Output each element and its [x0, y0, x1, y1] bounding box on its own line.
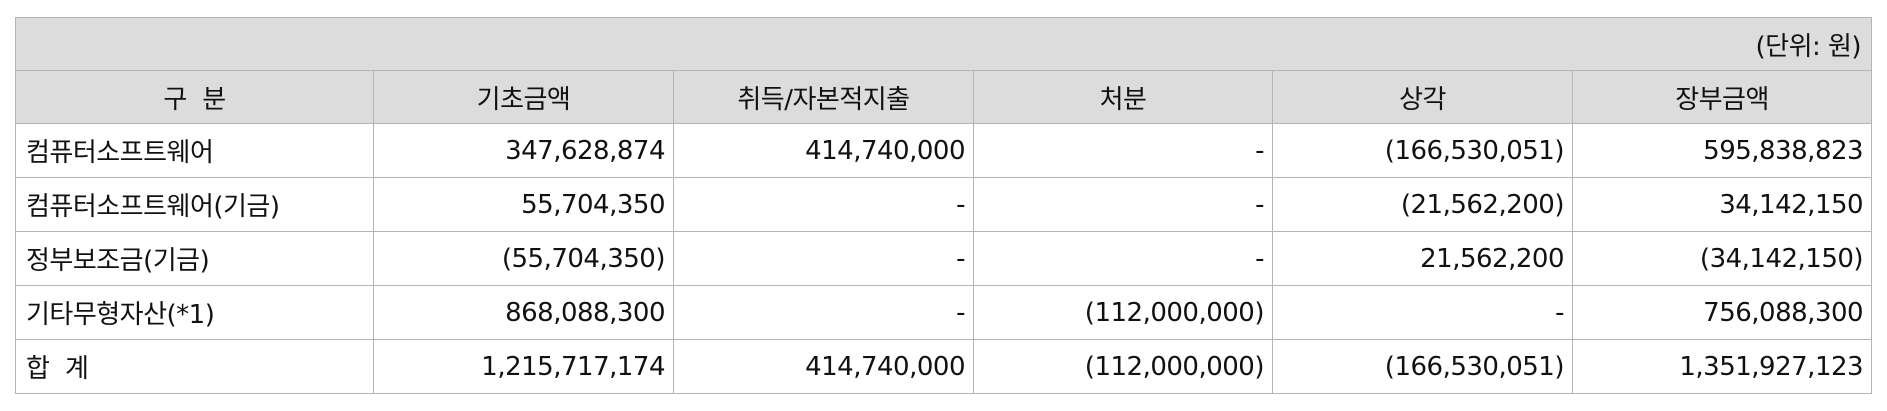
row-label: 기타무형자산(*1)	[15, 285, 374, 340]
cell-amortization: -	[1272, 285, 1573, 340]
table-row: 기타무형자산(*1) 868,088,300 - (112,000,000) -…	[15, 285, 1873, 340]
cell-acquisition: -	[673, 231, 974, 286]
column-header-amortization: 상각	[1272, 70, 1573, 124]
column-header-beginning-balance: 기초금액	[373, 70, 674, 124]
total-disposal: (112,000,000)	[973, 339, 1273, 394]
cell-amortization: 21,562,200	[1272, 231, 1573, 286]
cell-beginning-balance: 868,088,300	[373, 285, 674, 340]
total-amortization: (166,530,051)	[1272, 339, 1573, 394]
cell-beginning-balance: 347,628,874	[373, 123, 674, 178]
cell-beginning-balance: 55,704,350	[373, 177, 674, 232]
cell-book-value: (34,142,150)	[1571, 231, 1873, 286]
cell-disposal: -	[973, 231, 1273, 286]
column-header-book-value: 장부금액	[1571, 70, 1873, 124]
cell-acquisition: -	[673, 177, 974, 232]
cell-amortization: (166,530,051)	[1272, 123, 1573, 178]
table-row: 정부보조금(기금) (55,704,350) - - 21,562,200 (3…	[15, 231, 1873, 286]
column-header-disposal: 처분	[973, 70, 1273, 124]
cell-disposal: -	[973, 177, 1273, 232]
cell-disposal: (112,000,000)	[973, 285, 1273, 340]
cell-acquisition: 414,740,000	[673, 123, 974, 178]
column-header-acquisition: 취득/자본적지출	[673, 70, 974, 124]
cell-book-value: 34,142,150	[1571, 177, 1873, 232]
total-row: 합 계 1,215,717,174 414,740,000 (112,000,0…	[15, 339, 1873, 394]
unit-row: (단위: 원)	[14, 17, 1873, 71]
total-beginning-balance: 1,215,717,174	[373, 339, 674, 394]
total-book-value: 1,351,927,123	[1571, 339, 1873, 394]
intangible-assets-table-container: (단위: 원) 구 분 기초금액 취득/자본적지출 처분 상각 장부금액 컴퓨터…	[14, 17, 1873, 394]
total-label: 합 계	[15, 339, 374, 394]
header-row: 구 분 기초금액 취득/자본적지출 처분 상각 장부금액	[15, 70, 1873, 124]
column-header-category: 구 분	[15, 70, 374, 124]
intangible-assets-table: (단위: 원) 구 분 기초금액 취득/자본적지출 처분 상각 장부금액 컴퓨터…	[14, 17, 1873, 394]
cell-acquisition: -	[673, 285, 974, 340]
total-acquisition: 414,740,000	[673, 339, 974, 394]
cell-disposal: -	[973, 123, 1273, 178]
unit-note: (단위: 원)	[14, 17, 1873, 71]
table-row: 컴퓨터소프트웨어(기금) 55,704,350 - - (21,562,200)…	[15, 177, 1873, 232]
cell-amortization: (21,562,200)	[1272, 177, 1573, 232]
row-label: 정부보조금(기금)	[15, 231, 374, 286]
cell-book-value: 756,088,300	[1571, 285, 1873, 340]
cell-book-value: 595,838,823	[1571, 123, 1873, 178]
row-label: 컴퓨터소프트웨어	[15, 123, 374, 178]
table-row: 컴퓨터소프트웨어 347,628,874 414,740,000 - (166,…	[15, 123, 1873, 178]
cell-beginning-balance: (55,704,350)	[373, 231, 674, 286]
row-label: 컴퓨터소프트웨어(기금)	[15, 177, 374, 232]
